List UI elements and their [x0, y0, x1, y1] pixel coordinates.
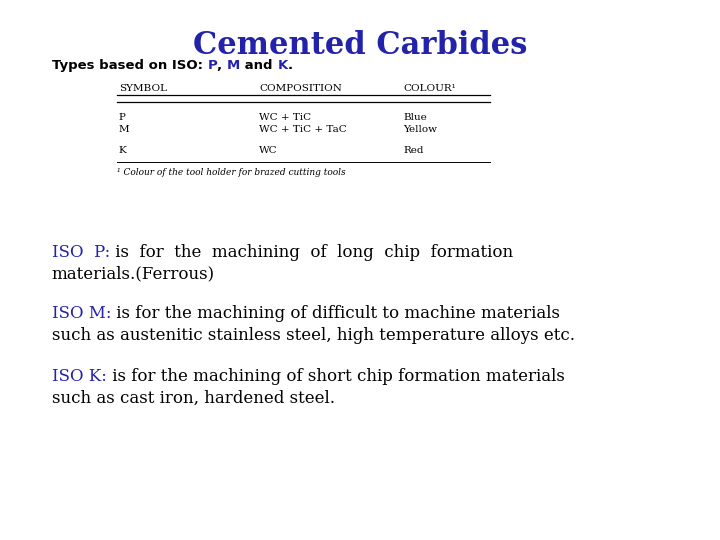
- Text: is  for  the  machining  of  long  chip  formation: is for the machining of long chip format…: [110, 244, 513, 261]
- Text: ,: ,: [217, 59, 227, 72]
- Text: and: and: [240, 59, 277, 72]
- Text: Cemented Carbides: Cemented Carbides: [193, 30, 527, 60]
- Text: Yellow: Yellow: [403, 125, 437, 134]
- Text: .: .: [287, 59, 293, 72]
- Text: P: P: [119, 113, 126, 123]
- Text: such as austenitic stainless steel, high temperature alloys etc.: such as austenitic stainless steel, high…: [52, 327, 575, 343]
- Text: materials.(Ferrous): materials.(Ferrous): [52, 266, 215, 282]
- Text: Types based on ISO:: Types based on ISO:: [52, 59, 207, 72]
- Text: ISO M:: ISO M:: [52, 305, 112, 322]
- Text: M: M: [119, 125, 130, 134]
- Text: Red: Red: [403, 146, 423, 155]
- Text: ¹ Colour of the tool holder for brazed cutting tools: ¹ Colour of the tool holder for brazed c…: [117, 168, 346, 178]
- Text: is for the machining of short chip formation materials: is for the machining of short chip forma…: [107, 368, 564, 385]
- Text: Blue: Blue: [403, 113, 427, 123]
- Text: WC: WC: [259, 146, 278, 155]
- Text: M: M: [227, 59, 240, 72]
- Text: WC + TiC + TaC: WC + TiC + TaC: [259, 125, 347, 134]
- Text: K: K: [277, 59, 287, 72]
- Text: COMPOSITION: COMPOSITION: [259, 84, 342, 93]
- Text: such as cast iron, hardened steel.: such as cast iron, hardened steel.: [52, 390, 335, 407]
- Text: WC + TiC: WC + TiC: [259, 113, 311, 123]
- Text: P: P: [207, 59, 217, 72]
- Text: ISO K:: ISO K:: [52, 368, 107, 385]
- Text: SYMBOL: SYMBOL: [119, 84, 167, 93]
- Text: ISO  P:: ISO P:: [52, 244, 110, 261]
- Text: COLOUR¹: COLOUR¹: [403, 84, 456, 93]
- Text: K: K: [119, 146, 127, 155]
- Text: is for the machining of difficult to machine materials: is for the machining of difficult to mac…: [112, 305, 560, 322]
